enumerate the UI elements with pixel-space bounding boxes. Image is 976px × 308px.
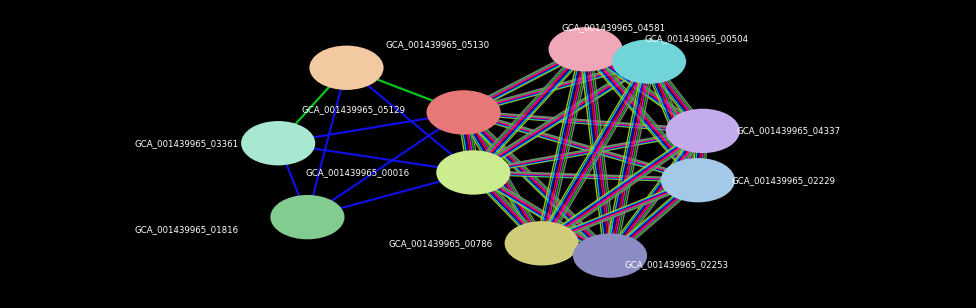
Text: GCA_001439965_00016: GCA_001439965_00016	[305, 168, 410, 177]
Text: GCA_001439965_04581: GCA_001439965_04581	[561, 23, 666, 32]
Text: GCA_001439965_04337: GCA_001439965_04337	[737, 126, 841, 136]
Text: GCA_001439965_05129: GCA_001439965_05129	[301, 105, 405, 114]
Text: GCA_001439965_02253: GCA_001439965_02253	[625, 260, 729, 269]
Ellipse shape	[427, 90, 501, 135]
Ellipse shape	[549, 27, 623, 71]
Ellipse shape	[270, 195, 345, 239]
Ellipse shape	[661, 158, 735, 202]
Text: GCA_001439965_03361: GCA_001439965_03361	[135, 139, 239, 148]
Ellipse shape	[666, 109, 740, 153]
Ellipse shape	[612, 39, 686, 84]
Ellipse shape	[309, 46, 384, 90]
Ellipse shape	[436, 150, 510, 195]
Text: GCA_001439965_05130: GCA_001439965_05130	[386, 40, 490, 49]
Ellipse shape	[505, 221, 579, 265]
Text: GCA_001439965_01816: GCA_001439965_01816	[135, 225, 239, 234]
Text: GCA_001439965_00504: GCA_001439965_00504	[644, 34, 749, 43]
Text: GCA_001439965_02229: GCA_001439965_02229	[732, 176, 836, 185]
Text: GCA_001439965_00786: GCA_001439965_00786	[388, 239, 493, 248]
Ellipse shape	[573, 233, 647, 278]
Ellipse shape	[241, 121, 315, 165]
